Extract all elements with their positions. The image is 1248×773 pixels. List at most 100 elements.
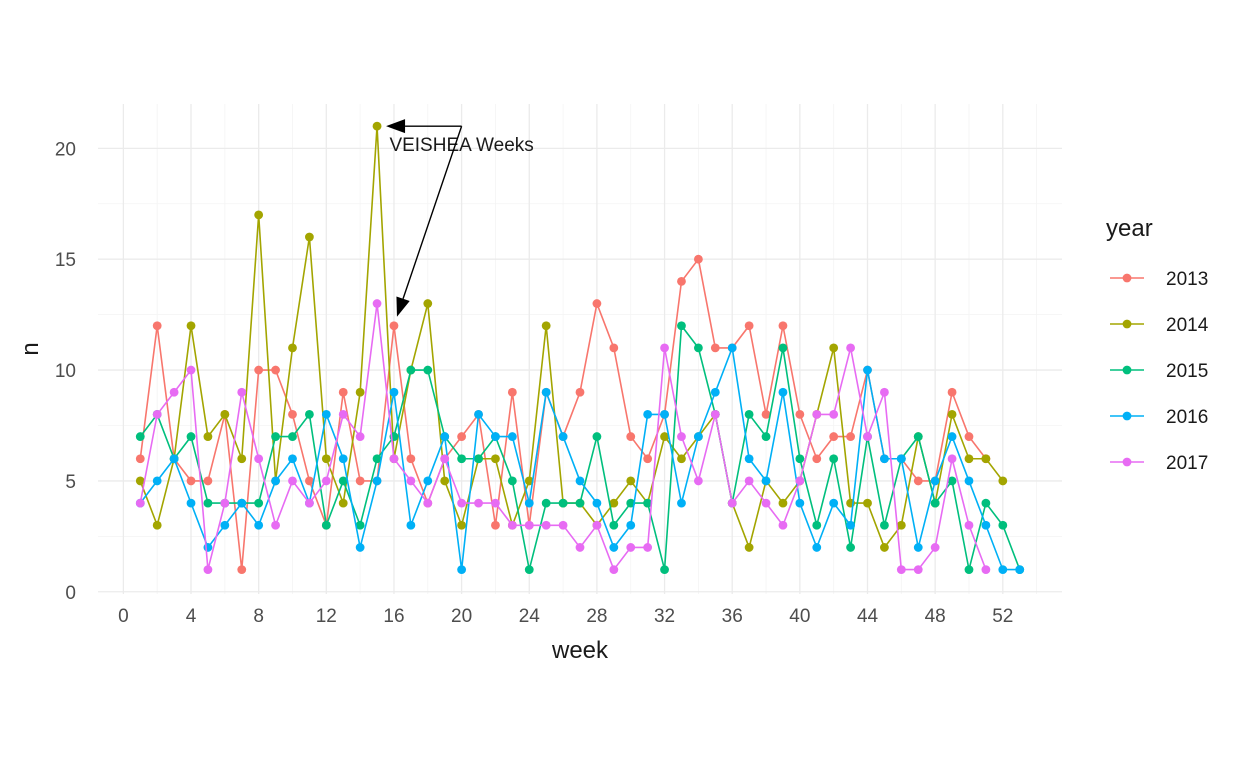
data-point — [964, 520, 974, 530]
legend-label: 2013 — [1166, 269, 1208, 290]
annotation: VEISHEA Weeks — [386, 119, 534, 317]
data-point — [507, 476, 517, 486]
data-point — [389, 387, 399, 397]
data-point — [321, 454, 331, 464]
legend-item-2016: 2016 — [1110, 407, 1208, 428]
data-point — [355, 432, 365, 441]
data-point — [896, 565, 906, 575]
series-line-2014 — [139, 126, 1004, 551]
data-point — [609, 565, 619, 575]
data-point — [135, 432, 145, 441]
data-point — [203, 543, 213, 552]
data-point — [389, 321, 399, 331]
data-point — [812, 520, 822, 530]
data-point — [761, 432, 771, 441]
data-point — [321, 410, 331, 419]
data-point — [964, 454, 974, 464]
data-point — [305, 476, 314, 486]
data-point — [338, 476, 348, 486]
data-point — [744, 410, 754, 419]
data-point — [660, 565, 669, 575]
x-tick-label: 20 — [451, 606, 472, 627]
x-tick-label: 12 — [316, 606, 337, 627]
data-point — [761, 498, 771, 508]
data-point — [981, 454, 991, 464]
data-point — [913, 543, 923, 552]
data-point — [541, 520, 551, 530]
annotation-arrowhead — [396, 296, 410, 317]
data-point — [288, 476, 297, 486]
data-point — [626, 476, 636, 486]
legend-title: year — [1106, 215, 1153, 242]
data-point — [372, 121, 382, 131]
legend: year 2013 2014 2015 2016 2017 — [1106, 215, 1209, 474]
data-point — [186, 498, 196, 508]
data-point — [237, 387, 247, 397]
data-point — [626, 520, 636, 530]
data-point — [812, 543, 822, 552]
data-point — [575, 387, 585, 397]
data-point — [964, 432, 974, 441]
y-axis-ticks: 0 5 10 15 20 — [55, 139, 76, 603]
data-point — [863, 365, 872, 375]
legend-key-point — [1122, 411, 1132, 421]
data-point — [846, 520, 855, 530]
data-point — [778, 321, 788, 331]
data-point — [829, 498, 839, 508]
x-tick-label: 16 — [383, 606, 404, 627]
data-point — [592, 299, 602, 308]
data-point — [254, 365, 264, 375]
data-point — [863, 498, 872, 508]
data-point — [947, 454, 957, 464]
data-point — [744, 543, 754, 552]
data-point — [288, 343, 297, 353]
legend-label: 2015 — [1166, 361, 1208, 382]
data-point — [677, 321, 686, 331]
data-point — [609, 498, 619, 508]
data-point — [474, 410, 483, 419]
data-point — [693, 343, 703, 353]
y-tick-label: 15 — [55, 250, 76, 271]
legend-key-point — [1122, 319, 1132, 329]
x-axis-title: week — [551, 637, 609, 664]
data-point — [186, 432, 196, 441]
data-point — [338, 410, 348, 419]
data-point — [271, 432, 280, 441]
x-tick-label: 4 — [186, 606, 197, 627]
legend-label: 2014 — [1166, 315, 1209, 336]
data-point — [1015, 565, 1025, 575]
data-point — [541, 498, 551, 508]
y-tick-label: 10 — [55, 361, 76, 382]
data-point — [930, 543, 940, 552]
x-tick-label: 40 — [789, 606, 810, 627]
data-point — [152, 321, 162, 331]
data-point — [947, 410, 957, 419]
data-point — [947, 387, 957, 397]
data-point — [406, 520, 416, 530]
series-2017 — [135, 299, 991, 575]
data-point — [643, 454, 653, 464]
data-point — [981, 565, 991, 575]
data-point — [524, 476, 534, 486]
data-point — [558, 432, 568, 441]
data-point — [778, 498, 788, 508]
data-point — [609, 520, 619, 530]
data-point — [744, 454, 754, 464]
data-point — [474, 498, 483, 508]
data-point — [829, 454, 839, 464]
data-point — [660, 343, 669, 353]
data-point — [812, 410, 822, 419]
x-tick-label: 0 — [118, 606, 129, 627]
data-point — [220, 520, 230, 530]
data-point — [169, 387, 179, 397]
legend-label: 2017 — [1166, 453, 1208, 474]
annotation-arrowhead — [386, 119, 406, 134]
data-point — [271, 476, 280, 486]
x-tick-label: 28 — [586, 606, 607, 627]
legend-item-2017: 2017 — [1110, 453, 1208, 474]
data-point — [152, 520, 162, 530]
data-point — [930, 498, 940, 508]
data-point — [761, 476, 771, 486]
data-point — [744, 476, 754, 486]
data-point — [829, 343, 839, 353]
